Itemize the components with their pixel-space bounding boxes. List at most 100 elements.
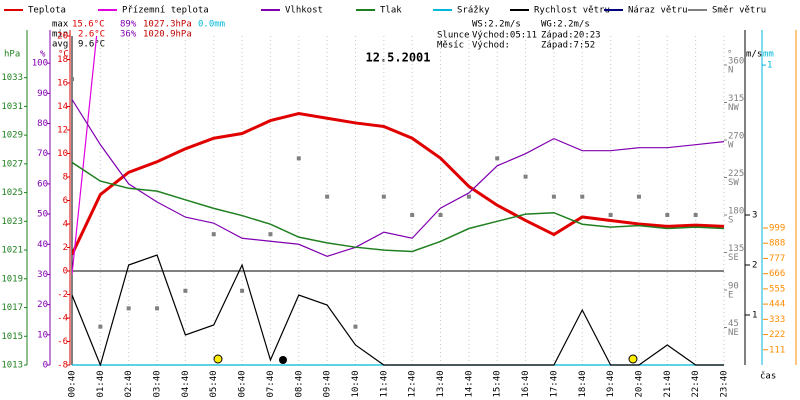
y-tick-label: 1019 bbox=[1, 274, 23, 284]
y-tick-label: 1017 bbox=[1, 303, 23, 313]
y-tick-label: 1031 bbox=[1, 102, 23, 112]
x-tick-label: 19:40 bbox=[606, 370, 616, 397]
y-tick-label: 70 bbox=[37, 149, 48, 159]
y-tick-label: 14 bbox=[57, 102, 68, 112]
x-tick-label: 10:40 bbox=[351, 370, 361, 397]
y-tick-label: 80 bbox=[37, 119, 48, 129]
y-tick-label: 1 bbox=[767, 61, 772, 71]
direction-point bbox=[126, 306, 131, 311]
info-text: Východ:05:11 bbox=[472, 31, 537, 41]
y-tick-label: 90 bbox=[37, 89, 48, 99]
series-line bbox=[72, 254, 724, 366]
info-text: Slunce bbox=[437, 31, 470, 41]
y-tick-label: 555 bbox=[769, 284, 785, 294]
x-tick-label: 22:40 bbox=[691, 370, 701, 397]
direction-point bbox=[98, 324, 103, 329]
direction-point bbox=[72, 77, 74, 82]
x-tick-label: 18:40 bbox=[578, 370, 588, 397]
axis-unit: mm bbox=[763, 50, 774, 60]
y-tick-label: 8 bbox=[63, 173, 68, 183]
y-tick-label: 222 bbox=[769, 330, 785, 340]
y-tick-label: 1021 bbox=[1, 246, 23, 256]
x-tick-label: 00:40 bbox=[68, 370, 78, 397]
stat-value: 2.6°C bbox=[78, 30, 105, 40]
y-tick-label: 444 bbox=[769, 300, 785, 310]
series-line bbox=[72, 99, 725, 257]
y-tick-label: 1023 bbox=[1, 217, 23, 227]
direction-point bbox=[636, 194, 641, 199]
series-line bbox=[72, 36, 98, 275]
y-tick-label: 0 bbox=[63, 267, 68, 277]
info-text: Měsíc bbox=[437, 41, 464, 51]
y-tick-label: 10 bbox=[37, 330, 48, 340]
series-line bbox=[72, 112, 725, 256]
y-tick-label: 90 bbox=[728, 282, 739, 292]
y-tick-label: -4 bbox=[57, 314, 68, 324]
y-tick-label: 111 bbox=[769, 345, 785, 355]
axis-unit: ° bbox=[727, 50, 732, 60]
y-tick-label: 270 bbox=[728, 132, 744, 142]
y-tick-label: 1033 bbox=[1, 73, 23, 83]
info-text: Západ:7:52 bbox=[541, 41, 595, 51]
direction-point bbox=[155, 306, 160, 311]
x-tick-label: 23:40 bbox=[720, 370, 730, 397]
direction-name: E bbox=[728, 291, 733, 301]
stat-value: 0.0mm bbox=[198, 20, 225, 30]
stat-value: 89% bbox=[120, 20, 137, 30]
y-tick-label: 30 bbox=[37, 270, 48, 280]
y-tick-label: 315 bbox=[728, 94, 744, 104]
info-text: Západ:20:23 bbox=[541, 31, 601, 41]
y-tick-label: 40 bbox=[37, 240, 48, 250]
chart-title: 12.5.2001 bbox=[365, 51, 430, 65]
y-tick-label: 666 bbox=[769, 269, 785, 279]
x-tick-label: 02:40 bbox=[124, 370, 134, 397]
x-tick-label: 12:40 bbox=[408, 370, 418, 397]
direction-name: S bbox=[728, 216, 733, 226]
x-tick-label: 06:40 bbox=[238, 370, 248, 397]
y-tick-label: 60 bbox=[37, 179, 48, 189]
y-tick-label: 0 bbox=[43, 361, 48, 371]
stat-value: 9.6°C bbox=[78, 40, 105, 50]
x-tick-label: 13:40 bbox=[436, 370, 446, 397]
y-tick-label: -8 bbox=[57, 361, 68, 371]
direction-name: NW bbox=[728, 103, 739, 113]
y-tick-label: 16 bbox=[57, 79, 68, 89]
x-tick-label: 05:40 bbox=[209, 370, 219, 397]
direction-point bbox=[353, 324, 358, 329]
y-tick-label: 2 bbox=[63, 243, 68, 253]
sunset-icon bbox=[628, 354, 638, 364]
y-tick-label: 12 bbox=[57, 126, 68, 136]
axis-unit: m/s bbox=[746, 50, 762, 60]
direction-point bbox=[438, 213, 443, 217]
x-axis-label: čas bbox=[760, 371, 776, 382]
direction-name: SE bbox=[728, 253, 739, 263]
direction-point bbox=[665, 213, 670, 217]
y-tick-label: 888 bbox=[769, 239, 785, 249]
y-tick-label: 225 bbox=[728, 169, 744, 179]
y-tick-label: 10 bbox=[57, 149, 68, 159]
y-tick-label: 1027 bbox=[1, 159, 23, 169]
x-tick-label: 16:40 bbox=[521, 370, 531, 397]
direction-point bbox=[381, 194, 386, 199]
legend-label: Teplota bbox=[28, 6, 66, 16]
stat-label: min bbox=[52, 30, 68, 40]
info: WS:2.2m/s WG:2.2m/s Slunce Východ:05:11 … bbox=[437, 20, 601, 51]
y-tick-label: 1013 bbox=[1, 361, 23, 371]
stats: max 15.6°C 89% 1027.3hPa 0.0mm min 2.6°C… bbox=[52, 20, 225, 50]
y-tick-label: 100 bbox=[32, 59, 48, 69]
x-tick-label: 04:40 bbox=[181, 370, 191, 397]
direction-point bbox=[211, 232, 216, 237]
y-tick-label: 3 bbox=[752, 211, 757, 221]
y-tick-label: 20 bbox=[37, 300, 48, 310]
info-text: WS:2.2m/s bbox=[472, 20, 521, 30]
direction-name: SW bbox=[728, 178, 739, 188]
y-tick-label: 45 bbox=[728, 319, 739, 329]
y-tick-label: -6 bbox=[57, 337, 68, 347]
x-tick-label: 14:40 bbox=[464, 370, 474, 397]
axis-unit: % bbox=[40, 50, 46, 60]
direction-point bbox=[268, 232, 273, 237]
y-tick-label: 360 bbox=[728, 57, 744, 67]
legend-label: Náraz větru bbox=[628, 6, 688, 16]
